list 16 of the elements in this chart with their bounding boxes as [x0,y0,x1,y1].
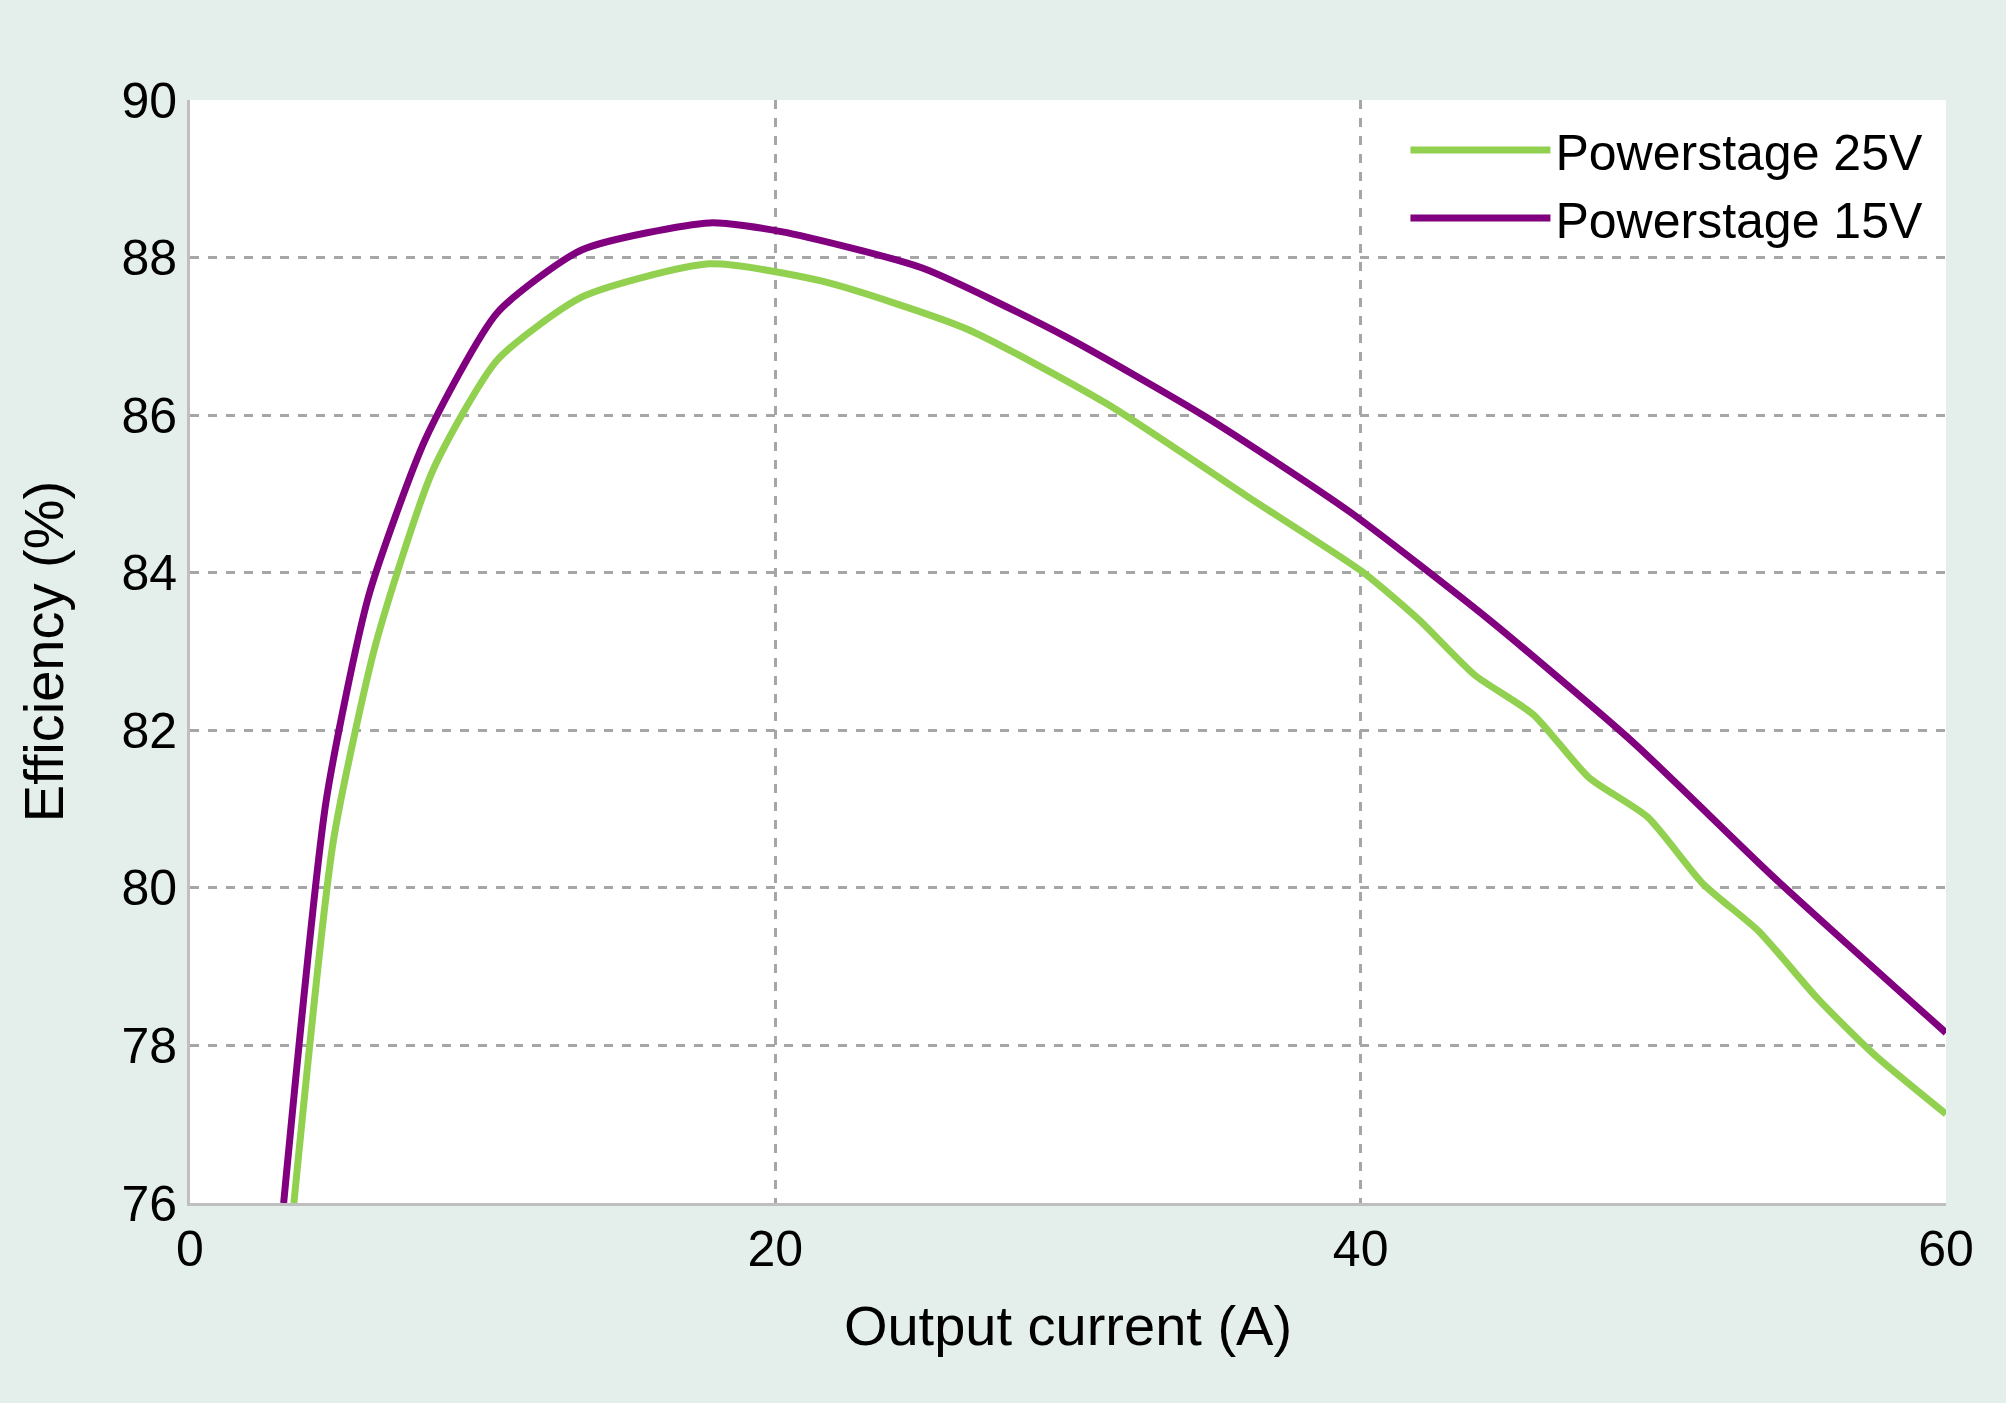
x-axis-title: Output current (A) [843,1293,1293,1357]
y-tick-label: 80 [121,860,177,917]
y-axis-title: Efficiency (%) [12,480,76,823]
y-tick-label: 78 [121,1017,177,1074]
y-tick-label: 76 [121,1175,177,1232]
y-tick-label: 86 [121,387,177,444]
x-tick-label: 20 [747,1221,804,1277]
x-tick-label: 40 [1332,1221,1389,1277]
y-tick-label: 84 [121,545,177,602]
y-tick-label: 90 [121,72,177,129]
y-tick-label: 88 [121,230,177,287]
x-tick-label: 0 [176,1221,204,1277]
legend-label: Powerstage 25V [1555,124,1923,181]
y-tick-label: 82 [121,702,177,759]
legend-label: Powerstage 15V [1555,192,1923,249]
x-tick-label: 60 [1918,1221,1974,1277]
